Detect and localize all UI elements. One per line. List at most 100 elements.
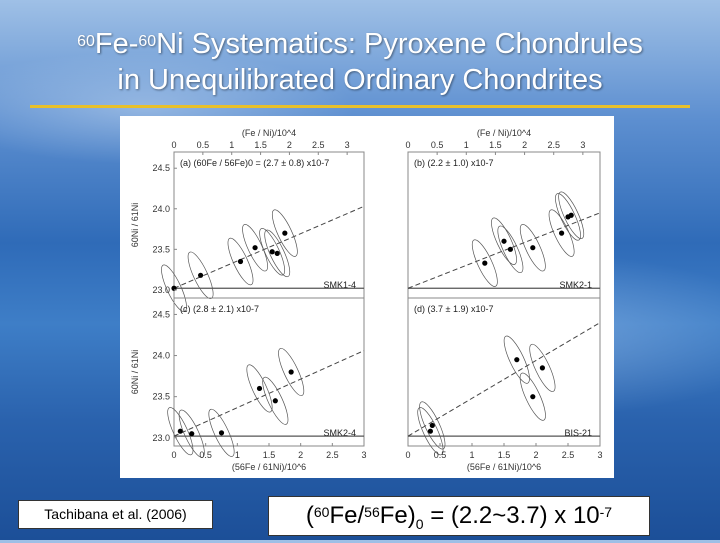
panel-c-x-tick-label: 2.5 [326,450,339,460]
panel-d-data-point [530,394,536,400]
panel-b-top-tick-label: 0.5 [431,140,444,150]
panel-c-x-tick-label: 2 [298,450,303,460]
panel-d-fit-line [407,322,601,437]
formula-open: ( [305,502,314,529]
figure-panel: (a) (60Fe / 56Fe)0 = (2.7 ± 0.8) x10-7 SM… [120,116,614,478]
panel-c-y-tick-label: 23.5 [152,392,170,402]
chart-figure: (a) (60Fe / 56Fe)0 = (2.7 ± 0.8) x10-7 SM… [130,128,603,472]
formula-value: = (2.2~3.7) x 10 [423,502,600,529]
panel-c-data-point [272,398,278,404]
panel-b-error-ellipse [491,217,517,265]
panel-b-top-tick-label: 3 [580,140,585,150]
formula-exponent: -7 [599,504,613,520]
panel-b-error-ellipse [548,209,575,257]
panel-a-top-tick-label: 2 [287,140,292,150]
panel-c-sample-label: SMK2-4 [323,428,356,438]
panel-a-error-ellipse [242,224,268,272]
panel-b-error-ellipse [555,193,581,241]
title-underline [30,105,690,108]
panel-c-error-ellipse [208,408,235,457]
formula-subscript: 0 [415,515,424,532]
panel-a-top-tick-label: 2.5 [312,140,325,150]
panel-c-x-tick-label: 1.5 [263,450,276,460]
slide-title: 60Fe-60Ni Systematics: Pyroxene Chondrul… [0,26,720,98]
panel-d-x-tick-label: 0 [405,450,410,460]
panel-a-top-tick-label: 1.5 [254,140,267,150]
panel-a-data-point [282,230,288,236]
panel-b-data-point [568,212,574,218]
panel-c-error-ellipse [178,409,205,458]
panel-c-error-ellipse [278,347,305,397]
panel-a-data-point [274,250,280,256]
panel-d-error-ellipse [529,343,556,392]
panel-d-x-tick-label: 2.5 [562,450,575,460]
panel-c-data-point [256,385,263,392]
panel-a-top-tick-label: 3 [345,140,350,150]
panel-d-annotation: (d) (3.7 ± 1.9) x10-7 [414,304,493,314]
panel-b-fit-line [407,212,601,289]
panel-c-error-ellipse [262,376,289,425]
formula-fe-56: Fe) [379,502,416,529]
panel-d-error-ellipse [503,335,530,384]
panel-d-data-point [514,357,520,363]
panel-a-error-ellipse [264,229,291,278]
title-line-1-text: Ni Systematics: Pyroxene Chondrules [156,28,643,60]
panel-a-top-tick-label: 1 [229,140,234,150]
panel-b-error-ellipse [497,225,524,274]
panel-d-x-tick-label: 3 [597,450,602,460]
panel-d-sample-label: BIS-21 [564,428,592,438]
panel-c-x-tick-label: 3 [361,450,366,460]
panel-c-y-tick-label: 24.5 [152,309,170,319]
panel-c-y-tick-label: 24.0 [152,351,170,361]
formula-box: (60Fe/56Fe)0 = (2.2~3.7) x 10-7 [268,496,650,536]
panel-c-error-ellipse [167,407,194,456]
panel-a-annotation: (a) (60Fe / 56Fe)0 = (2.7 ± 0.8) x10-7 [180,158,329,168]
panel-c-data-point [288,369,294,375]
panel-b-top-tick-label: 2.5 [547,140,560,150]
panel-a-data-point [269,249,275,255]
panel-b-frame [407,151,601,299]
panel-a-data-point [198,272,204,278]
panel-d-data-point [429,422,435,429]
citation-text: Tachibana et al. (2006) [44,506,187,522]
panel-a-error-ellipse [271,209,298,257]
panel-b-data-point [559,230,565,236]
panel-a-data-point [237,258,244,265]
panel-a-sample-label: SMK1-4 [323,280,356,290]
citation-box: Tachibana et al. (2006) [18,500,213,529]
panel-d-x-tick-label: 2 [533,450,538,460]
panel-b-data-point [507,246,513,252]
formula-mass-60: 60 [313,504,330,520]
panel-d-data-point [427,428,433,434]
panel-d-error-ellipse [419,401,446,450]
panel-d-frame [407,297,601,447]
panel-b-sample-label: SMK2-1 [559,280,592,290]
panel-c-frame [173,297,365,447]
panel-a-y-tick-label: 23.5 [152,244,170,254]
title-line-1: 60Fe-60Ni Systematics: Pyroxene Chondrul… [0,26,720,62]
panel-c-data-point [218,430,225,436]
panel-c-x-tick-label: 0.5 [199,450,212,460]
panel-d-x-axis-label: (56Fe / 61Ni)/10^6 [467,462,541,472]
formula-fe-60: Fe/ [329,502,365,529]
panel-a-top-tick-label: 0 [171,140,176,150]
panel-a-y-tick-label: 23.0 [152,285,170,295]
panel-a-y-axis-label: 60Ni / 61Ni [130,203,140,248]
title-fe: Fe- [94,28,139,60]
panel-a-fit-line [173,205,365,289]
panel-b-top-tick-label: 1 [464,140,469,150]
panel-a-y-tick-label: 24.0 [152,204,170,214]
panel-b-error-ellipse [471,239,498,287]
title-mass-60-ni: 60 [138,33,157,50]
panel-c-y-tick-label: 23.0 [152,433,170,443]
panel-c-annotation: (c) (2.8 ± 2.1) x10-7 [180,304,259,314]
panel-b-top-tick-label: 2 [522,140,527,150]
panel-c-data-point [189,431,195,437]
panel-a-top-tick-label: 0.5 [197,140,210,150]
formula-mass-56: 56 [364,504,380,520]
panel-b-top-tick-label: 1.5 [489,140,502,150]
title-mass-60-fe: 60 [77,33,95,50]
panel-c-x-tick-label: 1 [235,450,240,460]
panel-d-error-ellipse [519,372,546,421]
title-line-2: in Unequilibrated Ordinary Chondrites [117,64,603,96]
